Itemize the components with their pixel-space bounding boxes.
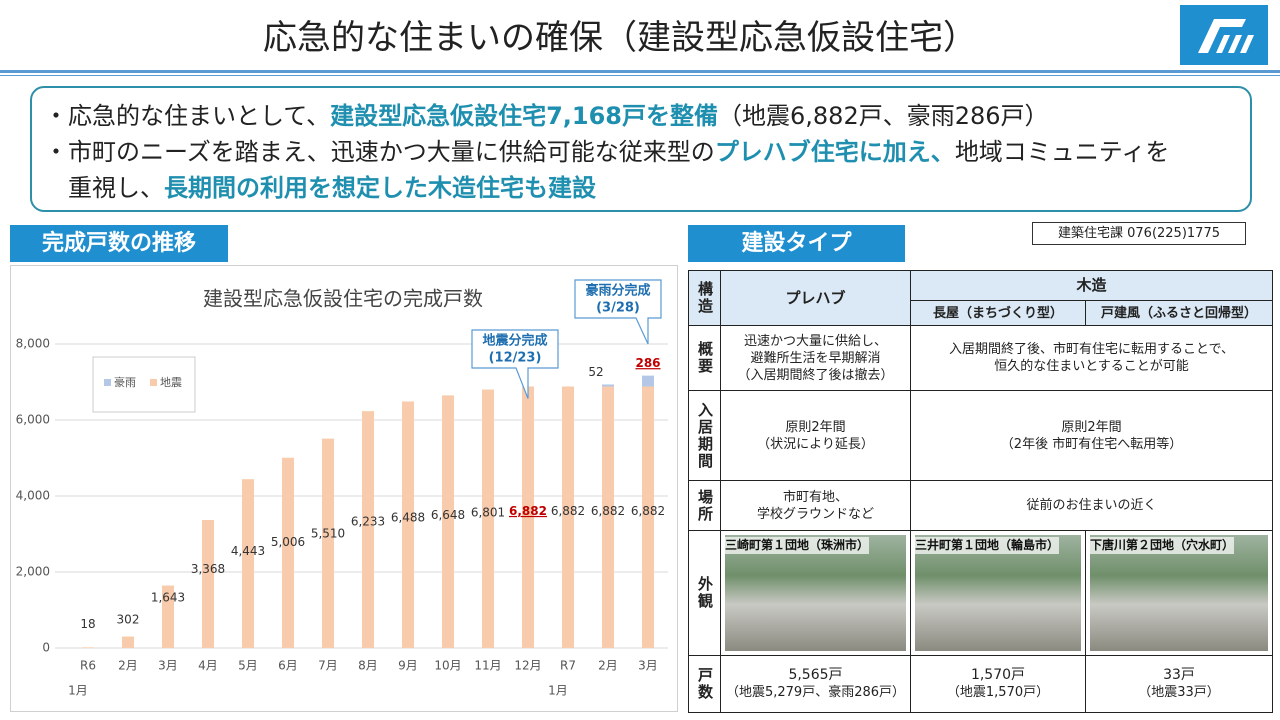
photo-caption: 下唐川第２団地（穴水町） xyxy=(1090,537,1235,554)
cell-text: 入居期間終了後、市町有住宅に転用することで、 xyxy=(948,342,1235,357)
cell-text: （地震1,570戸） xyxy=(946,685,1050,700)
cell-text: 原則2年間 xyxy=(785,419,846,435)
summary-line: 重視し、長期間の利用を想定した木造住宅も建設 xyxy=(44,170,1250,206)
cell-text: （地震5,279戸、豪雨286戸） xyxy=(725,685,906,700)
row-label-cell: 戸数 xyxy=(688,655,721,713)
chart-frame xyxy=(10,265,678,712)
contact: 建築住宅課 076(225)1775 xyxy=(1032,222,1246,245)
cell-text: 原則2年間 xyxy=(1061,419,1122,435)
cell-text: 従前のお住まいの近く xyxy=(1026,498,1157,513)
section-heading: 完成戸数の推移 xyxy=(10,225,228,262)
table-cell: 原則2年間 （2年後 市町有住宅へ転用等） xyxy=(910,390,1273,481)
cell-text: 33戸 xyxy=(1163,667,1195,683)
summary-line: ・市町のニーズを踏まえ、迅速かつ大量に供給可能な従来型のプレハブ住宅に加え、地域… xyxy=(44,134,1250,170)
section-heading: 建設タイプ xyxy=(688,225,905,262)
row-label: 入居期間 xyxy=(696,401,714,470)
row-label-cell: 場所 xyxy=(688,480,721,531)
header-text: 戸建風（ふるさと回帰型） xyxy=(1100,305,1257,321)
photo-cell: 三崎町第１団地（珠洲市） xyxy=(720,530,911,656)
table-cell: 原則2年間 （状況により延長） xyxy=(720,390,911,481)
cell-text: 1,570戸 xyxy=(970,667,1026,683)
table-header: 長屋（まちづくり型） xyxy=(910,300,1086,326)
row-label: 外観 xyxy=(696,576,714,610)
cell-text: 5,565戸 xyxy=(788,667,843,683)
photo-caption: 三崎町第１団地（珠洲市） xyxy=(725,537,870,554)
logo xyxy=(1180,5,1268,65)
row-label: 戸数 xyxy=(696,667,714,701)
summary-text: ・市町のニーズを踏まえ、迅速かつ大量に供給可能な従来型の xyxy=(44,138,715,166)
summary-text: ・応急的な住まいとして、 xyxy=(44,102,331,130)
cell-text: 恒久的な住まいとすることが可能 xyxy=(994,359,1189,374)
row-label: 概要 xyxy=(696,341,714,375)
table-header: 木造 xyxy=(910,270,1273,301)
photo: 三井町第１団地（輪島市） xyxy=(915,535,1081,651)
summary-emphasis: 長期間の利用を想定した木造住宅も建設 xyxy=(164,174,596,202)
cell-text: 学校グラウンドなど xyxy=(756,506,874,522)
cell-text: 市町有地、 xyxy=(782,489,848,505)
summary-emphasis: 建設型応急仮設住宅7,168戸を整備 xyxy=(330,102,719,130)
header-rule xyxy=(0,70,1280,73)
cell-text: （2年後 市町有住宅へ転用等） xyxy=(1000,436,1183,452)
table-cell: 33戸 （地震33戸） xyxy=(1085,655,1273,713)
table-header: 構造 xyxy=(688,270,721,326)
table-cell: 1,570戸 （地震1,570戸） xyxy=(910,655,1086,713)
row-label-cell: 入居期間 xyxy=(688,390,721,481)
table-header: プレハブ xyxy=(720,270,911,326)
photo-caption: 三井町第１団地（輪島市） xyxy=(915,537,1060,554)
cell-text: 迅速かつ大量に供給し、 xyxy=(743,333,887,349)
table-cell: 入居期間終了後、市町有住宅に転用することで、 恒久的な住まいとすることが可能 xyxy=(910,325,1273,391)
summary-text: 地域コミュニティを xyxy=(954,138,1170,166)
table-cell: 迅速かつ大量に供給し、 避難所生活を早期解消 （入居期間終了後は撤去） xyxy=(720,325,911,391)
row-label: 構造 xyxy=(696,281,714,315)
cell-text: 避難所生活を早期解消 xyxy=(750,350,881,366)
summary-emphasis: プレハブ住宅に加え、 xyxy=(714,138,955,166)
table-cell: 市町有地、 学校グラウンドなど xyxy=(720,480,911,531)
summary-text: （地震6,882戸、豪雨286戸） xyxy=(718,102,1049,130)
photo-cell: 下唐川第２団地（穴水町） xyxy=(1085,530,1273,656)
summary-box: ・応急的な住まいとして、建設型応急仮設住宅7,168戸を整備（地震6,882戸、… xyxy=(30,86,1252,212)
cell-text: （地震33戸） xyxy=(1138,685,1220,700)
header-text: プレハブ xyxy=(785,288,846,307)
photo: 三崎町第１団地（珠洲市） xyxy=(725,535,906,651)
row-label-cell: 外観 xyxy=(688,530,721,656)
cell-text: （状況により延長） xyxy=(757,436,874,452)
summary-line: ・応急的な住まいとして、建設型応急仮設住宅7,168戸を整備（地震6,882戸、… xyxy=(44,98,1250,134)
table-cell: 5,565戸 （地震5,279戸、豪雨286戸） xyxy=(720,655,911,713)
table-header: 戸建風（ふるさと回帰型） xyxy=(1085,300,1273,326)
header-text: 木造 xyxy=(1076,276,1107,294)
table-cell: 従前のお住まいの近く xyxy=(910,480,1273,531)
photo-cell: 三井町第１団地（輪島市） xyxy=(910,530,1086,656)
cell-text: （入居期間終了後は撤去） xyxy=(737,367,894,383)
header-rule xyxy=(0,75,1280,76)
photo: 下唐川第２団地（穴水町） xyxy=(1090,535,1268,651)
row-label-cell: 概要 xyxy=(688,325,721,391)
slide-title: 応急的な住まいの確保（建設型応急仮設住宅） xyxy=(263,18,977,58)
summary-text: 重視し、 xyxy=(44,174,164,202)
row-label: 場所 xyxy=(696,488,714,523)
header-text: 長屋（まちづくり型） xyxy=(932,305,1063,321)
